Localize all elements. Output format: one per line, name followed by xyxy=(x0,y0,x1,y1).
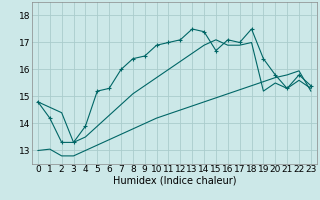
X-axis label: Humidex (Indice chaleur): Humidex (Indice chaleur) xyxy=(113,176,236,186)
